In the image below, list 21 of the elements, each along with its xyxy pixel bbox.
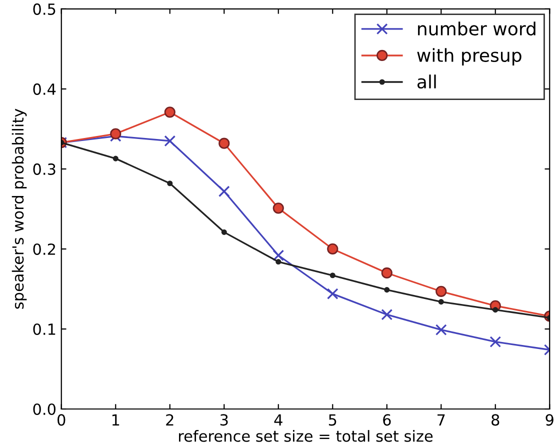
legend-label: all	[417, 74, 436, 89]
x-axis-title: reference set size = total set size	[179, 430, 433, 442]
x-tick-label: 9	[546, 414, 554, 426]
legend-label: number word	[418, 22, 536, 36]
y-tick-label: 0.5	[33, 3, 56, 15]
x-tick-label: 7	[438, 414, 445, 426]
x-tick-label: 4	[274, 414, 282, 426]
y-tick-label: 0.0	[33, 403, 56, 416]
x-tick-label: 6	[383, 414, 391, 426]
x-tick-label: 5	[328, 414, 336, 426]
y-tick-label: 0.4	[33, 83, 56, 95]
x-tick-label: 3	[220, 414, 228, 426]
x-tick-label: 2	[166, 414, 174, 426]
y-tick-label: 0.3	[33, 163, 56, 175]
x-tick-label: 0	[58, 414, 66, 426]
x-tick-label: 8	[492, 414, 500, 426]
y-tick-label: 0.1	[33, 323, 56, 336]
y-tick-label: 0.2	[33, 243, 55, 255]
y-axis-title: speaker's word probability	[12, 108, 27, 309]
legend-label: with presup	[417, 48, 522, 66]
x-tick-label: 1	[112, 414, 120, 426]
